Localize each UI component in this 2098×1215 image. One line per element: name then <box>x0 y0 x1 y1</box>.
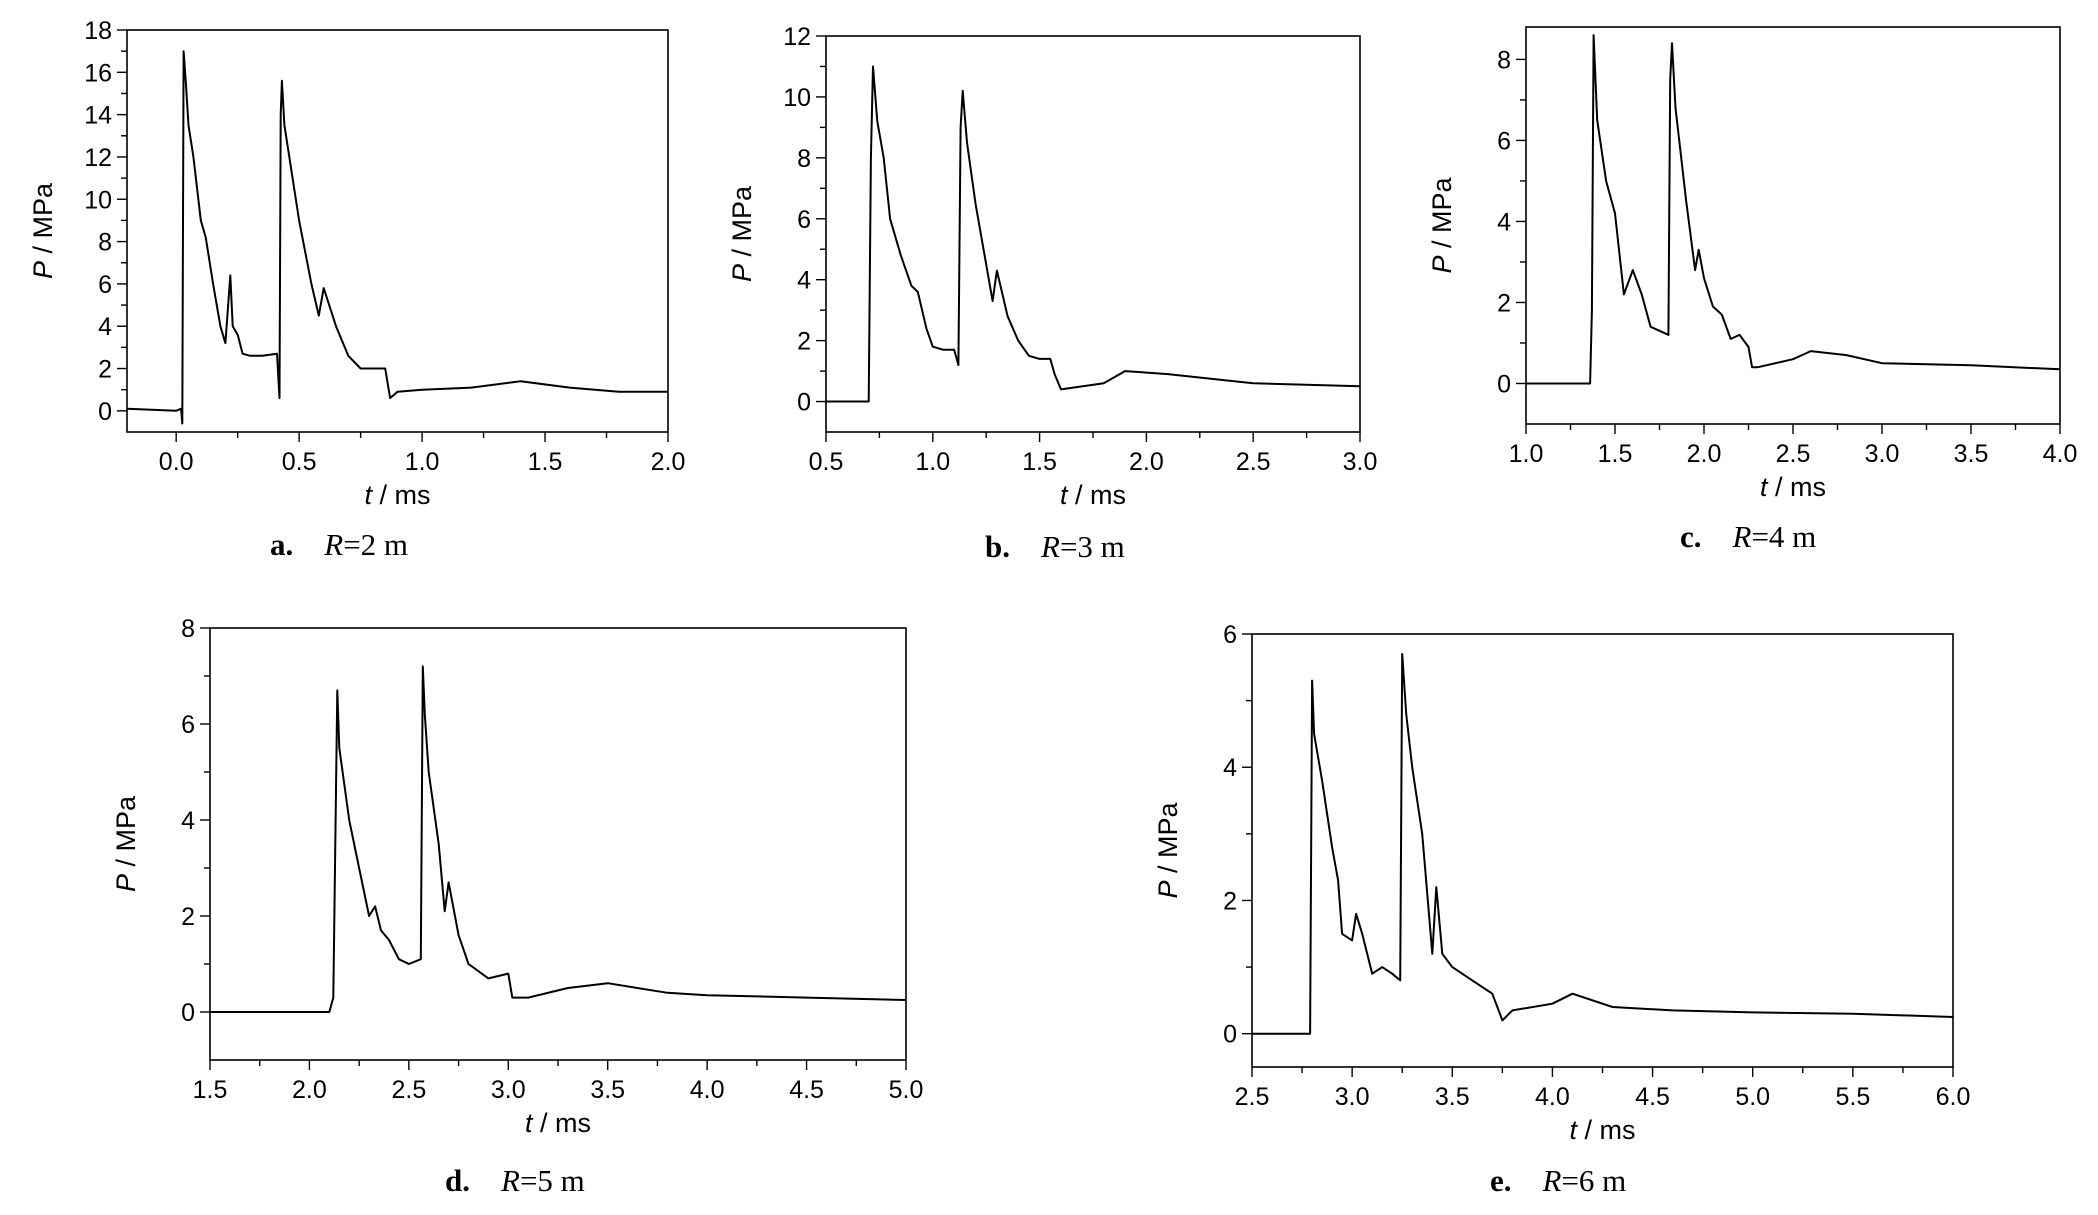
y-tick-label: 6 <box>797 206 811 234</box>
chart-panel-4: 1.5 2.0 2.5 3.0 3.5 4.0 4.5 5.0 0 2 4 6 8 t / ms P / M… <box>111 615 923 1198</box>
x-tick-label: 1.0 <box>1509 440 1544 468</box>
x-tick-label: 1.5 <box>528 448 563 476</box>
x-tick-label: 2.5 <box>1236 448 1271 476</box>
y-tick-label: 0 <box>181 999 195 1027</box>
x-tick-label: 3.0 <box>1343 448 1378 476</box>
y-tick-label: 6 <box>98 271 112 299</box>
chart-caption: b. R=3 m <box>985 529 1125 564</box>
y-tick-label: 10 <box>783 84 811 112</box>
x-tick-label: 1.5 <box>1022 448 1057 476</box>
y-tick-label: 2 <box>1223 887 1237 915</box>
x-tick-label: 0.5 <box>809 448 844 476</box>
x-tick-label: 0.0 <box>159 448 194 476</box>
y-tick-label: 18 <box>84 17 112 45</box>
x-tick-label: 1.0 <box>405 448 440 476</box>
chart-panel-2: 0.5 1.0 1.5 2.0 2.5 3.0 0 2 4 6 8 10 12 t / ms P / MPa… <box>727 23 1377 564</box>
y-axis-label: P / MPa <box>111 795 141 892</box>
x-tick-label: 1.5 <box>1598 440 1633 468</box>
x-tick-label: 2.5 <box>391 1076 426 1104</box>
x-tick-label: 4.0 <box>1535 1083 1570 1111</box>
x-tick-label: 2.5 <box>1776 440 1811 468</box>
x-tick-label: 0.5 <box>282 448 317 476</box>
x-tick-label: 3.0 <box>1865 440 1900 468</box>
y-tick-label: 8 <box>1497 46 1511 74</box>
y-tick-label: 14 <box>84 102 112 130</box>
x-tick-label: 3.5 <box>590 1076 625 1104</box>
chart-caption: c. R=4 m <box>1680 519 1816 554</box>
y-tick-label: 16 <box>84 59 112 87</box>
x-tick-label: 5.0 <box>889 1076 924 1104</box>
y-tick-label: 6 <box>181 711 195 739</box>
x-tick-label: 5.5 <box>1835 1083 1870 1111</box>
plot-frame <box>1251 633 1954 1068</box>
y-tick-label: 8 <box>98 229 112 257</box>
pressure-trace-series <box>126 50 668 425</box>
y-axis-label: P / MPa <box>28 182 58 279</box>
plot-frame <box>209 627 907 1061</box>
y-tick-label: 6 <box>1223 621 1237 649</box>
x-tick-label: 4.5 <box>1635 1083 1670 1111</box>
chart-caption: d. R=5 m <box>445 1163 585 1198</box>
y-tick-label: 8 <box>797 145 811 173</box>
x-tick-label: 3.0 <box>491 1076 526 1104</box>
plot-frame <box>825 35 1361 433</box>
x-tick-label: 4.0 <box>690 1076 725 1104</box>
y-tick-label: 4 <box>1497 208 1511 236</box>
y-tick-label: 0 <box>1223 1021 1237 1049</box>
x-axis-label: t / ms <box>1760 472 1826 502</box>
chart-caption: a. R=2 m <box>270 527 408 562</box>
y-tick-label: 10 <box>84 186 112 214</box>
x-tick-label: 5.0 <box>1735 1083 1770 1111</box>
y-tick-label: 12 <box>783 23 811 51</box>
y-axis-label: P / MPa <box>727 185 757 282</box>
y-tick-label: 2 <box>181 903 195 931</box>
pressure-trace-series <box>826 65 1361 403</box>
y-tick-label: 0 <box>98 398 112 426</box>
y-tick-label: 8 <box>181 615 195 643</box>
y-tick-label: 4 <box>797 267 811 295</box>
x-axis-label: t / ms <box>525 1108 591 1138</box>
x-tick-label: 4.5 <box>789 1076 824 1104</box>
y-tick-label: 4 <box>1223 754 1237 782</box>
x-tick-label: 1.0 <box>915 448 950 476</box>
x-axis-label: t / ms <box>1060 480 1126 510</box>
y-tick-label: 12 <box>84 144 112 172</box>
chart-caption: e. R=6 m <box>1490 1163 1626 1198</box>
y-axis-label: P / MPa <box>1427 177 1457 274</box>
y-tick-label: 2 <box>1497 289 1511 317</box>
y-tick-label: 6 <box>1497 127 1511 155</box>
y-axis-label: P / MPa <box>1153 802 1183 899</box>
y-tick-label: 4 <box>181 807 195 835</box>
y-tick-label: 2 <box>797 328 811 356</box>
chart-panel-3: 1.0 1.5 2.0 2.5 3.0 3.5 4.0 0 2 4 6 8 t / ms P / MPa c… <box>1427 26 2078 554</box>
plot-frame <box>126 29 669 433</box>
x-tick-label: 2.0 <box>292 1076 327 1104</box>
y-tick-label: 0 <box>797 389 811 417</box>
x-axis-label: t / ms <box>364 480 430 510</box>
y-tick-label: 2 <box>98 356 112 384</box>
x-tick-label: 6.0 <box>1936 1083 1971 1111</box>
x-tick-label: 2.0 <box>1687 440 1722 468</box>
x-tick-label: 2.5 <box>1235 1083 1270 1111</box>
x-tick-label: 2.0 <box>651 448 686 476</box>
plot-frame <box>1525 26 2061 425</box>
pressure-trace-series <box>210 665 907 1013</box>
chart-panel-5: 2.5 3.0 3.5 4.0 4.5 5.0 5.5 6.0 0 2 4 6 t / ms P / MP… <box>1153 621 1970 1198</box>
x-tick-label: 1.5 <box>193 1076 228 1104</box>
y-tick-label: 4 <box>98 313 112 341</box>
y-tick-label: 0 <box>1497 370 1511 398</box>
x-tick-label: 2.0 <box>1129 448 1164 476</box>
chart-panel-1: 0.0 0.5 1.0 1.5 2.0 0 2 4 6 8 10 12 14 16 18 t / ms P / … <box>28 17 685 562</box>
x-tick-label: 3.5 <box>1435 1083 1470 1111</box>
pressure-trace-series <box>1252 653 1954 1035</box>
x-tick-label: 4.0 <box>2043 440 2078 468</box>
x-tick-label: 3.0 <box>1335 1083 1370 1111</box>
pressure-trace-series <box>1526 34 2061 385</box>
x-axis-label: t / ms <box>1569 1115 1635 1145</box>
x-tick-label: 3.5 <box>1954 440 1989 468</box>
